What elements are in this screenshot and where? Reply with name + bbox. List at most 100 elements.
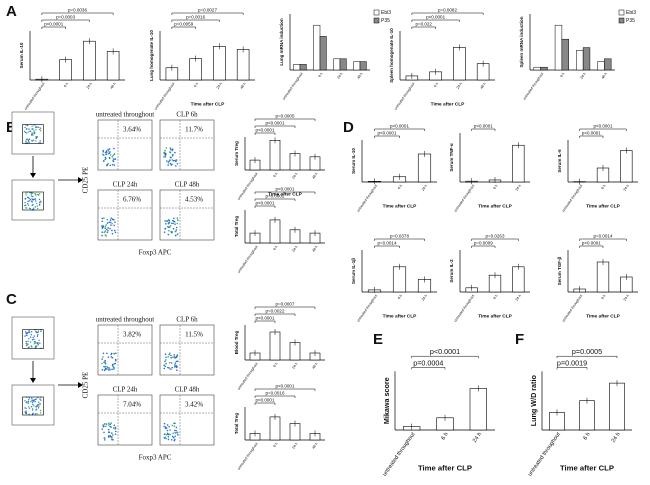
gate	[22, 396, 44, 416]
panel-letter: F	[515, 331, 524, 348]
event-dot	[114, 231, 117, 234]
event-dot	[27, 343, 29, 345]
flow-plot-label: CLP 24h	[113, 386, 138, 394]
event-dot	[176, 233, 179, 235]
event-dot	[174, 366, 176, 368]
event-dot	[24, 400, 26, 402]
event-dot	[101, 358, 103, 360]
significance-bracket	[556, 367, 588, 370]
y-axis-title: Lung W/D ratio	[529, 375, 538, 427]
event-dot	[167, 219, 170, 221]
event-dot	[102, 226, 105, 228]
event-dot	[30, 195, 33, 197]
p-value: p<0.0001	[276, 187, 295, 192]
event-dot	[174, 429, 176, 432]
y-axis-title: Total Treg	[234, 413, 239, 434]
event-dot	[173, 439, 176, 442]
event-dot	[176, 217, 179, 219]
significance-bracket	[411, 12, 484, 15]
event-dot	[113, 224, 115, 227]
event-dot	[35, 194, 37, 196]
event-dot	[109, 219, 112, 221]
event-dot	[113, 352, 115, 355]
p-value: p<0.0001	[256, 128, 275, 133]
event-dot	[27, 340, 29, 343]
event-dot	[32, 399, 34, 402]
event-dot	[167, 233, 170, 236]
x-axis-title: Time after CLP	[383, 203, 418, 209]
significance-bracket	[41, 12, 114, 15]
event-dot	[35, 409, 37, 411]
event-dot	[168, 229, 170, 232]
x-tick-label: 6 h	[582, 432, 591, 442]
p-value: p<0.0001	[256, 201, 275, 206]
event-dot	[29, 207, 31, 210]
event-dot	[101, 217, 103, 220]
gating-plot	[11, 111, 55, 155]
x-tick-label: 24 h	[623, 294, 630, 302]
bar	[554, 24, 563, 71]
event-dot	[35, 126, 37, 129]
event-dot	[25, 340, 27, 343]
bar	[512, 144, 525, 183]
event-dot	[107, 148, 109, 151]
bar	[339, 58, 347, 71]
p-value: p=0.0027	[198, 8, 217, 13]
event-dot	[101, 220, 104, 223]
p-value: p=0.0005	[276, 114, 295, 119]
x-tick-label: 24 h	[86, 82, 93, 90]
bar	[59, 59, 72, 81]
significance-bracket	[254, 320, 276, 323]
p-value: p=0.0263	[486, 234, 505, 239]
event-dot	[110, 422, 113, 424]
event-dot	[163, 151, 166, 154]
event-dot	[39, 412, 42, 414]
significance-bracket	[579, 245, 604, 248]
event-dot	[171, 148, 174, 150]
bar	[392, 266, 407, 293]
x-tick-label: 24 h	[291, 172, 298, 180]
event-dot	[174, 435, 176, 438]
event-dot	[113, 229, 116, 232]
event-dot	[37, 334, 39, 336]
event-dot	[102, 356, 104, 358]
event-dot	[28, 329, 30, 332]
event-dot	[33, 132, 36, 135]
event-dot	[109, 227, 111, 230]
event-dot	[39, 342, 41, 344]
event-dot	[39, 140, 41, 142]
event-dot	[104, 439, 106, 441]
event-dot	[34, 192, 36, 195]
event-dot	[105, 224, 108, 226]
flow-percent: 3.64%	[123, 126, 141, 134]
legend-swatch	[373, 17, 380, 24]
event-dot	[103, 361, 105, 363]
event-dot	[33, 341, 36, 343]
flow-plot-label: untreated throughout	[96, 111, 155, 119]
event-dot	[103, 431, 105, 434]
event-dot	[107, 435, 110, 437]
x-tick-label: 48 h	[240, 82, 247, 90]
event-dot	[114, 426, 117, 429]
gate	[22, 191, 44, 211]
significance-bracket	[254, 125, 296, 128]
event-dot	[171, 424, 174, 427]
event-dot	[113, 424, 116, 427]
x-tick-label: 6 h	[440, 432, 449, 442]
event-dot	[168, 226, 171, 228]
event-dot	[38, 405, 40, 407]
event-dot	[174, 364, 176, 366]
event-dot	[171, 154, 174, 157]
event-dot	[24, 126, 26, 129]
legend-label: Ebi3	[626, 10, 636, 16]
event-dot	[35, 202, 38, 205]
event-dot	[168, 367, 170, 369]
x-axis-title: Time after CLP	[478, 313, 513, 319]
event-dot	[26, 344, 28, 346]
event-dot	[101, 428, 104, 430]
p-value: p=0.0016	[266, 391, 285, 396]
event-dot	[171, 159, 174, 161]
event-dot	[109, 154, 112, 156]
event-dot	[172, 159, 175, 162]
event-dot	[103, 159, 105, 162]
